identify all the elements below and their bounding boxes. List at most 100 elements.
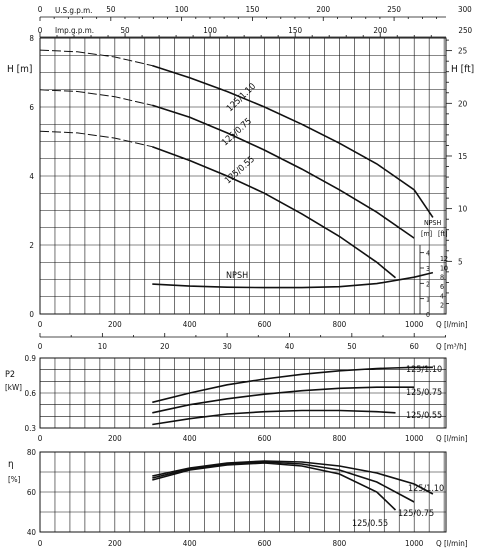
head-curve-dashed [39, 89, 153, 106]
npsh-unit-m: [m] [421, 230, 432, 238]
efficiency-x-label: Q [l/min] [436, 539, 468, 548]
efficiency-x-tick: 400 [183, 539, 197, 548]
impgpm-tick: 200 [373, 26, 387, 35]
power-curve [152, 409, 396, 426]
efficiency-panel: 40 60 80 η [%] 125/1.10 125/0.75 125/0.55 0 2… [8, 448, 468, 548]
head-y-tick: 8 [29, 34, 34, 43]
m3h-tick: 50 [347, 342, 357, 351]
head-y2-tick: 15 [458, 152, 467, 161]
head-x-tick: 200 [108, 320, 122, 329]
head-x-tick: 0 [38, 320, 43, 329]
usgpm-tick: 50 [106, 5, 116, 14]
usgpm-tick: 150 [246, 5, 260, 14]
head-x-tick: 400 [183, 320, 197, 329]
efficiency-curves: 125/1.10 125/0.75 125/0.55 [152, 460, 444, 529]
head-x-tick: 600 [258, 320, 272, 329]
efficiency-x-tick: 200 [108, 539, 122, 548]
power-x-tick: 600 [258, 434, 272, 443]
impgpm-axis-label: Imp.g.p.m. [55, 26, 94, 35]
power-x-tick: 200 [108, 434, 122, 443]
head-y-label: H [m] [7, 64, 32, 75]
usgpm-ticks: 0 50 100 150 200 250 300 [38, 5, 472, 21]
efficiency-y-unit: [%] [8, 475, 21, 484]
m3h-tick: 20 [160, 342, 170, 351]
efficiency-frame [39, 451, 447, 533]
head-y2-tick: 20 [458, 99, 468, 108]
efficiency-y-ticks: 40 60 80 [27, 448, 37, 537]
power-panel: 0.3 0.6 0.9 P2 [kW] 125/1.10 125/0.75 125/0.… [5, 354, 468, 443]
head-curve [152, 145, 397, 279]
efficiency-curve [152, 462, 397, 511]
npsh-tick-ft: 12 [440, 255, 448, 263]
npsh-tick-ft: 10 [440, 264, 448, 272]
efficiency-x-tick: 600 [258, 539, 272, 548]
efficiency-y-label: η [8, 459, 14, 470]
efficiency-y-tick: 60 [27, 488, 37, 497]
m3h-tick: 40 [285, 342, 295, 351]
head-y-ticks: 0 2 4 6 8 [29, 34, 34, 319]
npsh-tick-m: 1 [426, 296, 430, 304]
impgpm-tick: 150 [288, 26, 302, 35]
impgpm-tick: 100 [203, 26, 217, 35]
head-y2-tick: 5 [458, 257, 463, 266]
usgpm-tick: 250 [387, 5, 401, 14]
power-frame [39, 357, 447, 429]
head-grid [39, 38, 446, 314]
efficiency-curve [152, 461, 415, 503]
impgpm-ticks: 0 50 100 150 200 250 [38, 26, 473, 37]
power-y-tick: 0.9 [25, 354, 37, 363]
power-x-label: Q [l/min] [436, 434, 468, 443]
npsh-axis-title: NPSH [424, 219, 442, 227]
top-axes: U.S.g.p.m. Imp.g.p.m. 0 50 100 150 200 250 300… [38, 5, 473, 38]
power-curve [152, 386, 415, 414]
head-x-label: Q [l/min] [436, 320, 468, 329]
m3h-ticks: 0 10 20 30 40 50 60 [38, 333, 446, 351]
head-y-tick: 0 [29, 310, 34, 319]
m3h-tick: 30 [223, 342, 233, 351]
power-x-ticks: 0 200 400 600 800 1000 [38, 434, 424, 443]
npsh-curve [152, 271, 434, 289]
usgpm-tick: 0 [38, 5, 43, 14]
head-y-tick: 4 [29, 172, 34, 181]
efficiency-x-tick: 1000 [405, 539, 424, 548]
npsh-unit-ft: [ft] [438, 230, 447, 238]
npsh-tick-m: 2 [426, 280, 430, 288]
npsh-tick-m: 4 [426, 250, 430, 258]
npsh-tick-ft: 2 [440, 302, 444, 310]
efficiency-x-ticks: 0 200 400 600 800 1000 [38, 539, 424, 548]
head-x-ticks: 0 200 400 600 800 1000 [38, 320, 424, 329]
m3h-axis-label: Q [m³/h] [436, 342, 467, 351]
power-y-unit: [kW] [5, 383, 22, 392]
power-y-tick: 0.3 [25, 424, 36, 433]
head-curve-dashed [39, 49, 153, 67]
efficiency-grid [39, 452, 446, 532]
efficiency-y-tick: 80 [27, 448, 37, 457]
impgpm-tick: 50 [120, 26, 130, 35]
head-x-tick: 800 [332, 320, 346, 329]
npsh-tick-m: 0 [426, 311, 430, 319]
usgpm-tick: 100 [175, 5, 189, 14]
power-curve [152, 366, 433, 404]
npsh-curve-label: NPSH [226, 271, 248, 281]
power-x-tick: 1000 [405, 434, 424, 443]
usgpm-tick: 200 [316, 5, 330, 14]
npsh-tick-m: 3 [426, 265, 430, 273]
npsh-tick-ft: 4 [440, 292, 444, 300]
power-curves: 125/1.10 125/0.75 125/0.55 [152, 365, 442, 426]
head-y2-tick: 25 [458, 47, 467, 56]
power-curve-label: 125/0.55 [406, 411, 442, 421]
efficiency-curve-label: 125/1.10 [408, 484, 444, 494]
efficiency-curve [152, 460, 434, 495]
m3h-tick: 0 [38, 342, 43, 351]
usgpm-axis-label: U.S.g.p.m. [55, 6, 92, 15]
m3h-tick: 60 [410, 342, 420, 351]
head-curve-label: 125/1.10 [225, 82, 258, 114]
power-y-tick: 0.6 [25, 389, 37, 398]
efficiency-curve-label: 125/0.75 [398, 509, 434, 519]
head-curve-dashed [39, 130, 153, 148]
